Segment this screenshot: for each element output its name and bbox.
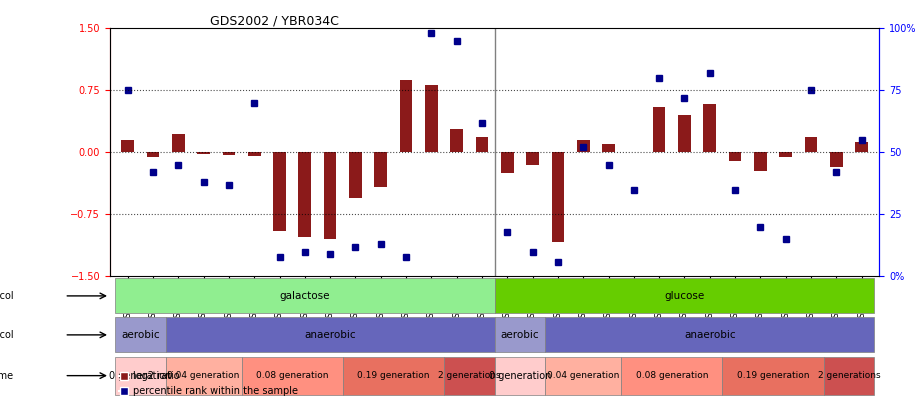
Bar — [172, 134, 185, 152]
Bar — [703, 104, 716, 152]
FancyBboxPatch shape — [495, 278, 874, 313]
FancyBboxPatch shape — [823, 356, 874, 395]
Bar — [856, 143, 868, 152]
Text: 0.08 generation: 0.08 generation — [636, 371, 708, 380]
Text: 0.19 generation: 0.19 generation — [736, 371, 810, 380]
Legend: log2 ratio, percentile rank within the sample: log2 ratio, percentile rank within the s… — [114, 367, 302, 400]
Bar — [349, 152, 362, 198]
Bar — [678, 115, 691, 152]
FancyBboxPatch shape — [115, 278, 495, 313]
FancyBboxPatch shape — [343, 356, 444, 395]
Text: growth protocol: growth protocol — [0, 291, 14, 301]
FancyBboxPatch shape — [166, 318, 495, 352]
Bar — [375, 152, 387, 187]
FancyBboxPatch shape — [444, 356, 495, 395]
FancyBboxPatch shape — [621, 356, 723, 395]
Bar — [399, 80, 412, 152]
Text: 0 generation: 0 generation — [109, 371, 171, 381]
Bar — [780, 152, 792, 156]
Bar — [147, 152, 159, 156]
Text: anaerobic: anaerobic — [684, 330, 736, 340]
Text: 0 generation: 0 generation — [489, 371, 551, 381]
Bar — [754, 152, 767, 171]
Text: glucose: glucose — [664, 291, 704, 301]
FancyBboxPatch shape — [115, 318, 166, 352]
FancyBboxPatch shape — [242, 356, 343, 395]
Bar — [425, 85, 438, 152]
Text: aerobic: aerobic — [501, 330, 540, 340]
Bar — [248, 152, 260, 156]
Bar — [197, 152, 210, 154]
Text: 0.04 generation: 0.04 generation — [547, 371, 619, 380]
Bar — [323, 152, 336, 239]
Bar — [223, 152, 235, 155]
Text: 0.04 generation: 0.04 generation — [168, 371, 240, 380]
Text: 0.08 generation: 0.08 generation — [256, 371, 329, 380]
Bar — [577, 140, 590, 152]
Bar — [830, 152, 843, 167]
FancyBboxPatch shape — [723, 356, 823, 395]
Text: 0.19 generation: 0.19 generation — [357, 371, 430, 380]
Text: protocol: protocol — [0, 330, 14, 340]
Bar — [804, 137, 817, 152]
Bar — [121, 140, 134, 152]
FancyBboxPatch shape — [115, 356, 166, 395]
Bar — [299, 152, 311, 237]
FancyBboxPatch shape — [545, 318, 874, 352]
Text: GDS2002 / YBR034C: GDS2002 / YBR034C — [210, 14, 339, 27]
FancyBboxPatch shape — [495, 356, 545, 395]
Bar — [729, 152, 741, 161]
Bar — [653, 107, 666, 152]
Text: galactose: galactose — [279, 291, 330, 301]
FancyBboxPatch shape — [166, 356, 242, 395]
Text: aerobic: aerobic — [121, 330, 159, 340]
FancyBboxPatch shape — [545, 356, 621, 395]
Bar — [527, 152, 539, 165]
FancyBboxPatch shape — [495, 318, 545, 352]
Text: anaerobic: anaerobic — [304, 330, 356, 340]
Bar — [551, 152, 564, 242]
Bar — [501, 152, 514, 173]
Text: 2 generations: 2 generations — [818, 371, 880, 380]
Bar — [273, 152, 286, 231]
Text: time: time — [0, 371, 14, 381]
Bar — [451, 129, 463, 152]
Text: 2 generations: 2 generations — [438, 371, 501, 380]
Bar — [602, 144, 615, 152]
Bar — [475, 137, 488, 152]
